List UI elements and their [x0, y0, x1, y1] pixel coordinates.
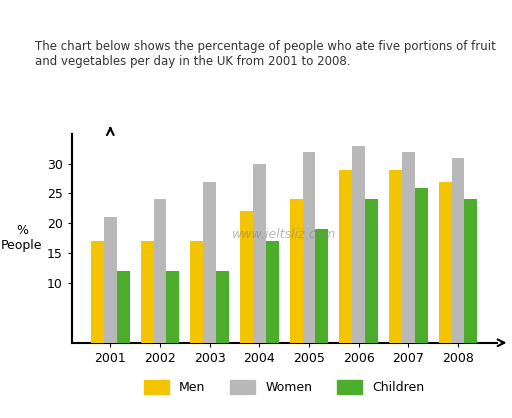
Bar [203, 181, 216, 343]
Bar [402, 152, 415, 343]
Bar [352, 146, 365, 343]
Bar [439, 181, 452, 343]
Text: www.ieltsliz.com: www.ieltsliz.com [232, 227, 336, 241]
Bar [141, 241, 154, 343]
Bar [365, 199, 378, 343]
Bar [415, 188, 428, 343]
Bar [266, 241, 279, 343]
Bar [190, 241, 203, 343]
Bar [389, 170, 402, 343]
Bar [339, 170, 352, 343]
Text: The chart below shows the percentage of people who ate five portions of fruit
an: The chart below shows the percentage of … [35, 41, 496, 68]
Bar [315, 229, 328, 343]
Bar [117, 271, 130, 343]
Y-axis label: %
People: % People [1, 224, 42, 252]
Bar [216, 271, 229, 343]
Bar [166, 271, 179, 343]
Bar [154, 199, 166, 343]
Bar [104, 217, 117, 343]
Bar [240, 212, 253, 343]
Bar [452, 158, 464, 343]
Bar [464, 199, 477, 343]
Bar [253, 163, 266, 343]
Bar [91, 241, 104, 343]
Bar [303, 152, 315, 343]
Legend: Men, Women, Children: Men, Women, Children [139, 375, 430, 399]
Bar [290, 199, 303, 343]
